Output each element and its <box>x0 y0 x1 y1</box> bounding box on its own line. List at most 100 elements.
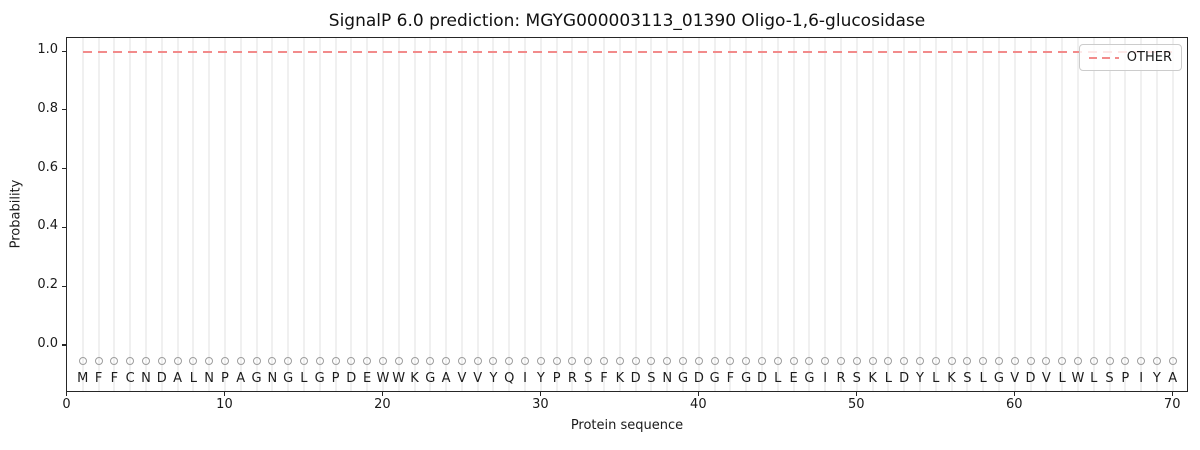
gridline <box>1140 38 1143 391</box>
gridline <box>1124 38 1127 391</box>
y-tick-mark <box>62 344 66 346</box>
residue-letter: S <box>852 371 861 386</box>
residue-letter: D <box>899 371 910 386</box>
legend-line-sample <box>1088 56 1119 59</box>
residue-letter: F <box>94 371 103 386</box>
gridline <box>350 38 353 391</box>
gridline <box>997 38 1000 391</box>
y-tick-label: 0.6 <box>37 159 58 175</box>
legend-label: OTHER <box>1126 50 1172 65</box>
gridline <box>824 38 827 391</box>
residue-letter: S <box>1105 371 1114 386</box>
gridline <box>318 38 321 391</box>
gridline <box>381 38 384 391</box>
gridline <box>255 38 258 391</box>
x-tick-mark <box>1013 392 1015 396</box>
residue-marker <box>647 356 656 365</box>
residue-letter: V <box>473 371 483 386</box>
gridline <box>508 38 511 391</box>
y-tick-mark <box>62 168 66 170</box>
gridline <box>1061 38 1064 391</box>
residue-letter: G <box>993 371 1004 386</box>
residue-letter: L <box>884 371 892 386</box>
residue-letter: S <box>584 371 593 386</box>
residue-marker <box>836 356 845 365</box>
gridline <box>950 38 953 391</box>
residue-marker <box>141 356 150 365</box>
residue-marker <box>931 356 940 365</box>
residue-marker <box>900 356 909 365</box>
residue-letter: R <box>567 371 577 386</box>
residue-marker <box>710 356 719 365</box>
residue-marker <box>994 356 1003 365</box>
probability-line-other <box>82 51 1173 54</box>
residue-letter: L <box>1090 371 1098 386</box>
residue-marker <box>473 356 482 365</box>
residue-letter: D <box>630 371 641 386</box>
residue-marker <box>442 356 451 365</box>
residue-marker <box>94 356 103 365</box>
gridline <box>1076 38 1079 391</box>
residue-marker <box>1026 356 1035 365</box>
residue-letter: C <box>125 371 135 386</box>
gridline <box>81 38 84 391</box>
residue-marker <box>1058 356 1067 365</box>
residue-letter: A <box>441 371 451 386</box>
residue-marker <box>663 356 672 365</box>
x-tick-mark <box>1171 392 1173 396</box>
residue-marker <box>726 356 735 365</box>
x-tick-label: 40 <box>690 397 707 412</box>
residue-marker <box>1121 356 1130 365</box>
residue-marker <box>773 356 782 365</box>
x-tick-mark <box>223 392 226 396</box>
residue-letter: L <box>774 371 782 386</box>
residue-letter: M <box>77 371 89 386</box>
y-tick-label: 0.4 <box>37 218 58 234</box>
gridline <box>666 38 669 391</box>
residue-letter: W <box>376 371 390 386</box>
residue-letter: N <box>204 371 215 386</box>
residue-letter: L <box>300 371 308 386</box>
gridline <box>97 38 100 391</box>
residue-letter: K <box>615 371 625 386</box>
residue-letter: D <box>1025 371 1036 386</box>
residue-letter: W <box>1071 371 1085 386</box>
x-tick-label: 30 <box>532 397 549 412</box>
gridline <box>682 38 685 391</box>
residue-marker <box>1168 356 1177 365</box>
residue-marker <box>1010 356 1019 365</box>
gridline <box>445 38 448 391</box>
gridline <box>1171 38 1174 391</box>
x-tick-label: 20 <box>374 397 391 412</box>
residue-letter: D <box>156 371 167 386</box>
gridline <box>1092 38 1095 391</box>
residue-marker <box>584 356 593 365</box>
residue-letter: Y <box>536 371 545 386</box>
residue-marker <box>236 356 245 365</box>
gridline <box>539 38 542 391</box>
y-tick-label: 0.0 <box>37 335 58 351</box>
residue-marker <box>299 356 308 365</box>
residue-marker <box>1089 356 1098 365</box>
residue-letter: N <box>662 371 673 386</box>
residue-marker <box>631 356 640 365</box>
gridline <box>555 38 558 391</box>
residue-marker <box>410 356 419 365</box>
residue-letter: Y <box>489 371 498 386</box>
gridline <box>460 38 463 391</box>
gridline <box>966 38 969 391</box>
gridline <box>634 38 637 391</box>
y-tick-label: 0.8 <box>37 100 58 116</box>
residue-marker <box>220 356 229 365</box>
y-axis-label: Probability <box>8 179 24 249</box>
gridline <box>729 38 732 391</box>
residue-marker <box>884 356 893 365</box>
gridline <box>903 38 906 391</box>
residue-letter: L <box>932 371 940 386</box>
residue-letter: K <box>947 371 956 386</box>
residue-letter: A <box>236 371 246 386</box>
residue-marker <box>600 356 609 365</box>
residue-marker <box>979 356 988 365</box>
residue-letter: I <box>523 371 527 386</box>
